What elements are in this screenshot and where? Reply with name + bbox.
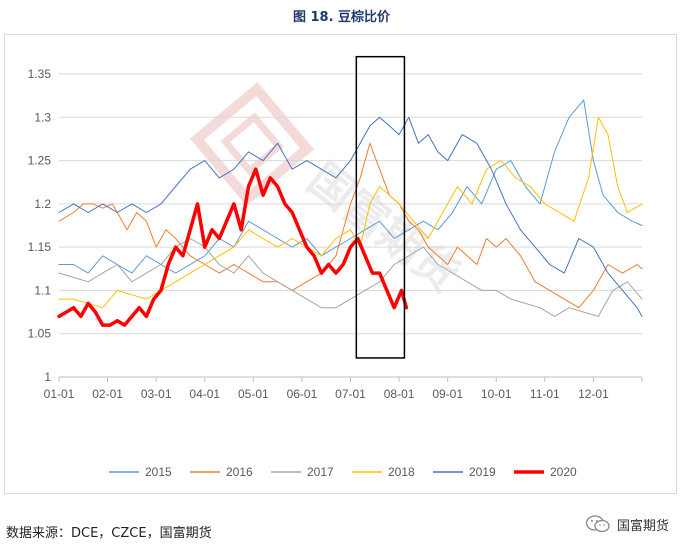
legend: 2015 2016 2017 2018 2019 2020 [109, 465, 577, 479]
wechat-icon [585, 515, 610, 533]
series-line-2015 [58, 99, 643, 274]
y-tick-label: 1.15 [28, 240, 52, 254]
series-line-2017 [58, 238, 643, 317]
legend-label: 2018 [388, 465, 415, 479]
x-tick-label: 03-01 [141, 387, 172, 401]
brand-name: 国富期货 [616, 518, 669, 534]
x-axis: 01-01 02-01 03-01 04-01 05-01 06-01 07-01 08-01… [44, 376, 643, 401]
legend-label: 2020 [550, 465, 577, 479]
data-source: 数据来源：DCE，CZCE，国富期货 [6, 526, 212, 541]
legend-label: 2015 [145, 465, 172, 479]
highlight-box [355, 55, 406, 359]
x-tick-label: 12-01 [578, 387, 609, 401]
brand-badge: 国富期货 [585, 514, 669, 534]
y-tick-label: 1.2 [34, 197, 51, 211]
series-line-2018 [58, 116, 643, 309]
y-tick-label: 1.05 [28, 327, 52, 341]
x-tick-label: 10-01 [481, 387, 512, 401]
y-tick-label: 1.3 [34, 110, 51, 124]
series-line-2020 [57, 167, 409, 327]
x-tick-label: 02-01 [92, 387, 123, 401]
legend-label: 2019 [469, 465, 496, 479]
y-tick-label: 1.25 [28, 154, 52, 168]
series-line-2019 [58, 116, 643, 317]
x-tick-label: 06-01 [287, 387, 318, 401]
y-axis-ticks: 1 1.05 1.1 1.15 1.2 1.25 1.3 1.35 [28, 67, 52, 384]
x-tick-label: 09-01 [432, 387, 463, 401]
y-tick-label: 1 [44, 370, 51, 384]
x-tick-label: 01-01 [44, 387, 75, 401]
y-tick-label: 1.35 [28, 67, 52, 81]
x-tick-label: 08-01 [384, 387, 415, 401]
chart-panel: 国富期货 1 1.05 1.1 1.15 1.2 1.25 1.3 1.35 01-01 02-… [4, 34, 677, 494]
x-tick-label: 07-01 [335, 387, 366, 401]
series-line-2016 [58, 142, 643, 309]
x-tick-label: 11-01 [530, 387, 560, 401]
x-tick-label: 04-01 [189, 387, 220, 401]
figure-title: 图 18. 豆棕比价 [292, 10, 391, 25]
x-tick-label: 05-01 [238, 387, 269, 401]
chart: 国富期货 11.051.11.151.21.251.31.35 01-01 02-… [28, 55, 643, 479]
y-tick-label: 1.1 [34, 283, 51, 297]
legend-label: 2016 [226, 465, 253, 479]
series-lines [57, 99, 643, 327]
legend-label: 2017 [307, 465, 334, 479]
